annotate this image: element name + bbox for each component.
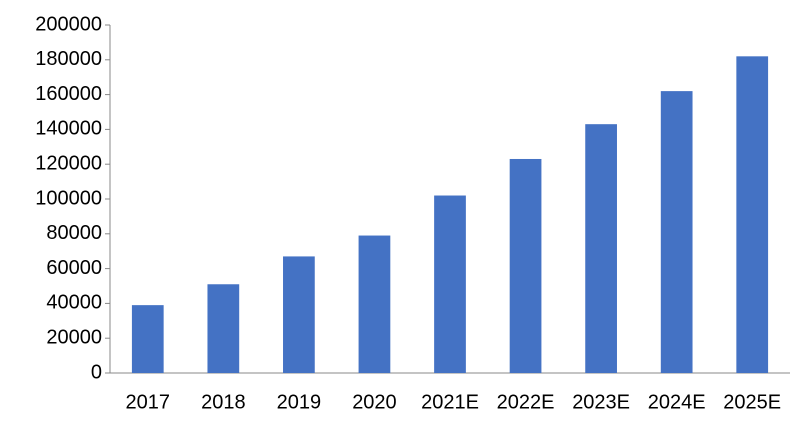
y-tick-label: 60000 — [46, 257, 102, 279]
bar — [660, 91, 693, 374]
x-tick-label: 2018 — [201, 391, 246, 413]
x-tick-label: 2020 — [352, 391, 397, 413]
bar — [585, 124, 617, 374]
y-tick-label: 120000 — [35, 152, 102, 174]
x-tick-label: 2024E — [648, 391, 706, 413]
x-tick-label: 2023E — [572, 391, 630, 413]
y-tick-label: 100000 — [35, 187, 102, 209]
bar — [736, 56, 769, 373]
y-tick-label: 180000 — [35, 48, 102, 70]
y-tick-label: 160000 — [35, 83, 102, 105]
bar — [434, 195, 466, 373]
bar — [358, 235, 391, 373]
bar — [131, 305, 164, 373]
bar — [283, 256, 315, 373]
y-tick-label: 80000 — [46, 222, 102, 244]
x-tick-label: 2017 — [126, 391, 171, 413]
x-tick-label: 2022E — [497, 391, 555, 413]
bar — [207, 284, 240, 373]
y-tick-label: 200000 — [35, 13, 102, 35]
x-tick-label: 2025E — [723, 391, 781, 413]
y-tick-label: 40000 — [46, 292, 102, 314]
y-tick-label: 0 — [91, 361, 102, 383]
y-tick-label: 20000 — [46, 326, 102, 348]
x-tick-label: 2019 — [277, 391, 322, 413]
x-tick-label: 2021E — [421, 391, 479, 413]
y-tick-label: 140000 — [35, 118, 102, 140]
bar — [509, 158, 542, 373]
